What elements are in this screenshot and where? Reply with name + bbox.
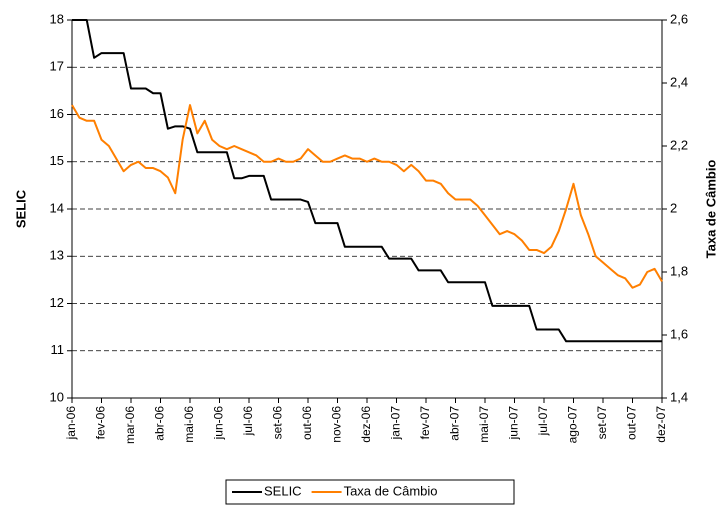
- y2-tick-label: 1,6: [670, 326, 688, 341]
- legend-label: Taxa de Câmbio: [344, 483, 438, 498]
- legend-label: SELIC: [264, 483, 302, 498]
- x-tick-label: fev-06: [94, 406, 108, 440]
- y-tick-label: 14: [50, 200, 64, 215]
- x-tick-label: out-06: [300, 406, 314, 440]
- x-tick-label: set-07: [595, 406, 609, 440]
- x-tick-label: jun-06: [212, 406, 226, 441]
- x-tick-label: nov-06: [330, 406, 344, 443]
- x-tick-label: set-06: [271, 406, 285, 440]
- y-tick-label: 17: [50, 59, 64, 74]
- y-tick-label: 16: [50, 106, 64, 121]
- x-tick-label: mai-07: [477, 406, 491, 443]
- y-tick-label: 10: [50, 389, 64, 404]
- y-tick-label: 18: [50, 11, 64, 26]
- x-tick-label: ago-07: [566, 406, 580, 444]
- y2-tick-label: 1,8: [670, 263, 688, 278]
- x-tick-label: jul-07: [536, 406, 550, 437]
- y2-tick-label: 2: [670, 200, 677, 215]
- y2-tick-label: 2,4: [670, 74, 688, 89]
- x-tick-label: jun-07: [507, 406, 521, 441]
- x-tick-label: mar-06: [123, 406, 137, 444]
- y-tick-label: 11: [51, 342, 65, 357]
- y-tick-label: 15: [50, 153, 64, 168]
- x-tick-label: mai-06: [182, 406, 196, 443]
- x-tick-label: dez-07: [654, 406, 668, 443]
- x-tick-label: dez-06: [359, 406, 373, 443]
- x-tick-label: abr-06: [153, 406, 167, 441]
- y2-tick-label: 2,6: [670, 11, 688, 26]
- y-tick-label: 12: [50, 295, 64, 310]
- series-line: [71, 104, 663, 289]
- x-tick-label: abr-07: [448, 406, 462, 441]
- series-line: [72, 19, 662, 343]
- y-tick-label: 13: [50, 248, 64, 263]
- x-tick-label: jan-06: [64, 406, 78, 441]
- y2-tick-label: 2,2: [670, 137, 688, 152]
- y2-tick-label: 1,4: [670, 389, 688, 404]
- legend-box: [225, 479, 515, 505]
- x-tick-label: jul-06: [241, 406, 255, 437]
- y2-axis-title: Taxa de Câmbio: [703, 160, 718, 259]
- x-tick-label: jan-07: [389, 406, 403, 441]
- x-tick-label: out-07: [625, 406, 639, 440]
- y-axis-title: SELIC: [13, 189, 28, 228]
- x-tick-label: fev-07: [418, 406, 432, 440]
